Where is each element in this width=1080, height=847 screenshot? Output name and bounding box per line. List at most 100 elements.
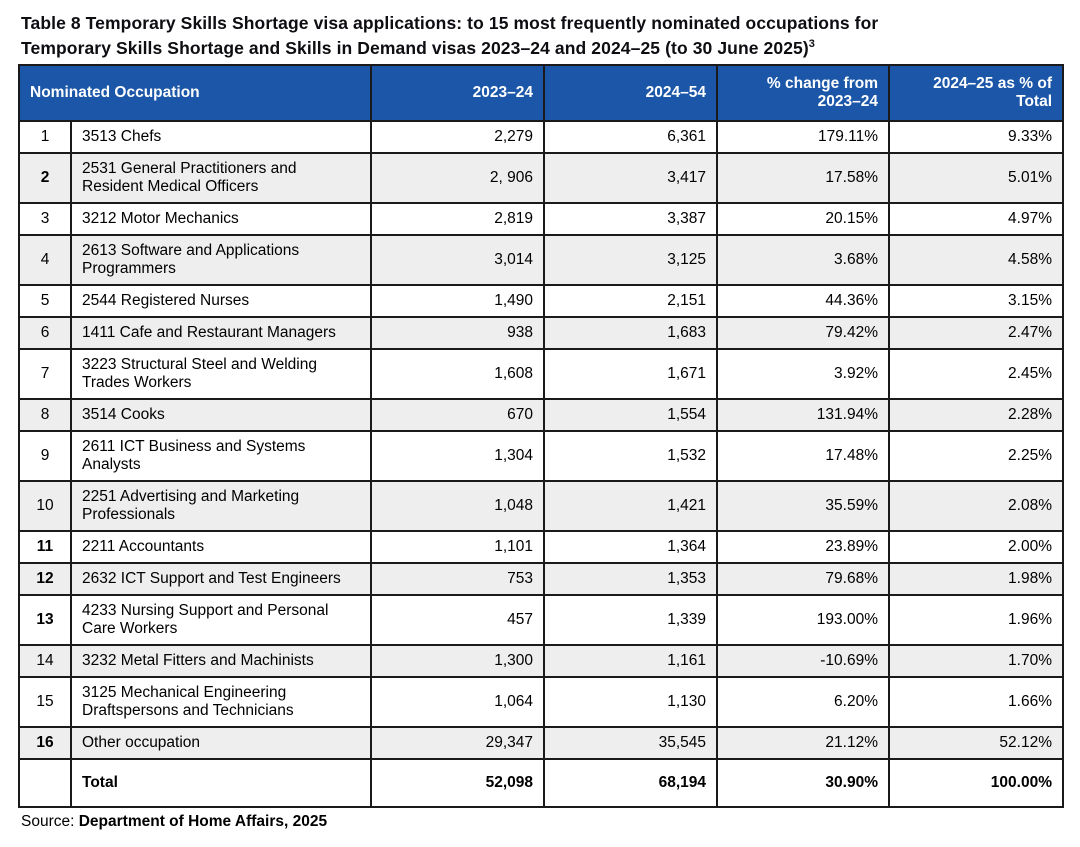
table-title-line1: Table 8 Temporary Skills Shortage visa a… (21, 13, 879, 33)
applications-2024-25: 1,161 (543, 644, 718, 678)
table-title-line2: Temporary Skills Shortage and Skills in … (21, 38, 809, 58)
applications-2023-24: 938 (370, 316, 545, 350)
pct-change: -10.69% (716, 644, 890, 678)
occupation-name: 2211 Accountants (70, 530, 372, 564)
pct-change: 44.36% (716, 284, 890, 318)
table-row: 14 3232 Metal Fitters and Machinists 1,3… (18, 644, 1064, 678)
pct-of-total: 9.33% (888, 120, 1064, 154)
applications-2023-24: 2, 906 (370, 152, 545, 204)
applications-2024-25: 2,151 (543, 284, 718, 318)
total-row: Total 52,098 68,194 30.90% 100.00% (18, 758, 1064, 808)
table-row: 5 2544 Registered Nurses 1,490 2,151 44.… (18, 284, 1064, 318)
pct-of-total: 2.28% (888, 398, 1064, 432)
row-number: 16 (18, 726, 72, 760)
applications-2024-25: 1,421 (543, 480, 718, 532)
row-number: 9 (18, 430, 72, 482)
applications-2024-25: 1,364 (543, 530, 718, 564)
occupation-name: Other occupation (70, 726, 372, 760)
row-number: 3 (18, 202, 72, 236)
applications-2023-24: 2,279 (370, 120, 545, 154)
applications-2024-25: 1,130 (543, 676, 718, 728)
row-number: 12 (18, 562, 72, 596)
table-row: 1 3513 Chefs 2,279 6,361 179.11% 9.33% (18, 120, 1064, 154)
row-number: 14 (18, 644, 72, 678)
pct-of-total: 5.01% (888, 152, 1064, 204)
pct-of-total: 3.15% (888, 284, 1064, 318)
occupation-name: 3514 Cooks (70, 398, 372, 432)
applications-2023-24: 457 (370, 594, 545, 646)
pct-of-total: 52.12% (888, 726, 1064, 760)
table-row: 2 2531 General Practitioners and Residen… (18, 152, 1064, 204)
pct-of-total: 4.58% (888, 234, 1064, 286)
pct-of-total: 2.47% (888, 316, 1064, 350)
occupation-name: 3212 Motor Mechanics (70, 202, 372, 236)
occupation-name: 2613 Software and Applications Programme… (70, 234, 372, 286)
applications-2023-24: 1,304 (370, 430, 545, 482)
pct-change: 23.89% (716, 530, 890, 564)
occupation-name: 2251 Advertising and Marketing Professio… (70, 480, 372, 532)
total-2023-24: 52,098 (370, 758, 545, 808)
applications-2023-24: 29,347 (370, 726, 545, 760)
pct-change: 35.59% (716, 480, 890, 532)
total-pct-of-total: 100.00% (888, 758, 1064, 808)
pct-change: 179.11% (716, 120, 890, 154)
visa-applications-table: Nominated Occupation 2023–24 2024–54 % c… (18, 64, 1064, 808)
applications-2023-24: 753 (370, 562, 545, 596)
table-row: 3 3212 Motor Mechanics 2,819 3,387 20.15… (18, 202, 1064, 236)
row-number: 4 (18, 234, 72, 286)
occupation-name: 3232 Metal Fitters and Machinists (70, 644, 372, 678)
applications-2024-25: 1,683 (543, 316, 718, 350)
applications-2023-24: 2,819 (370, 202, 545, 236)
pct-of-total: 1.98% (888, 562, 1064, 596)
applications-2024-25: 3,387 (543, 202, 718, 236)
header-pct-of-total: 2024–25 as % of Total (888, 64, 1064, 122)
pct-change: 193.00% (716, 594, 890, 646)
table-row: 12 2632 ICT Support and Test Engineers 7… (18, 562, 1064, 596)
table-header-row: Nominated Occupation 2023–24 2024–54 % c… (18, 64, 1064, 122)
applications-2024-25: 1,353 (543, 562, 718, 596)
row-number: 10 (18, 480, 72, 532)
pct-change: 6.20% (716, 676, 890, 728)
occupation-name: 2611 ICT Business and Systems Analysts (70, 430, 372, 482)
table-title-footnote-marker: 3 (808, 38, 816, 51)
applications-2024-25: 3,125 (543, 234, 718, 286)
row-number: 5 (18, 284, 72, 318)
row-number: 15 (18, 676, 72, 728)
pct-of-total: 1.66% (888, 676, 1064, 728)
occupation-name: 2544 Registered Nurses (70, 284, 372, 318)
table-row: 11 2211 Accountants 1,101 1,364 23.89% 2… (18, 530, 1064, 564)
table-title: Table 8 Temporary Skills Shortage visa a… (0, 0, 1080, 61)
pct-change: 17.48% (716, 430, 890, 482)
applications-2024-25: 1,339 (543, 594, 718, 646)
pct-of-total: 2.00% (888, 530, 1064, 564)
applications-2023-24: 670 (370, 398, 545, 432)
row-number: 13 (18, 594, 72, 646)
row-number-empty (18, 758, 72, 808)
pct-change: 21.12% (716, 726, 890, 760)
applications-2024-25: 35,545 (543, 726, 718, 760)
pct-of-total: 2.25% (888, 430, 1064, 482)
row-number: 7 (18, 348, 72, 400)
pct-change: 3.68% (716, 234, 890, 286)
applications-2023-24: 1,490 (370, 284, 545, 318)
table-row: 15 3125 Mechanical Engineering Draftsper… (18, 676, 1064, 728)
header-2023-24: 2023–24 (370, 64, 545, 122)
row-number: 1 (18, 120, 72, 154)
applications-2023-24: 1,101 (370, 530, 545, 564)
pct-change: 79.42% (716, 316, 890, 350)
pct-change: 17.58% (716, 152, 890, 204)
pct-change: 79.68% (716, 562, 890, 596)
pct-change: 131.94% (716, 398, 890, 432)
occupation-name: 3223 Structural Steel and Welding Trades… (70, 348, 372, 400)
row-number: 11 (18, 530, 72, 564)
pct-change: 20.15% (716, 202, 890, 236)
table-row: 9 2611 ICT Business and Systems Analysts… (18, 430, 1064, 482)
source-line: Source: Department of Home Affairs, 2025 (21, 812, 1080, 832)
applications-2024-25: 1,671 (543, 348, 718, 400)
occupation-name: 2531 General Practitioners and Resident … (70, 152, 372, 204)
pct-of-total: 2.08% (888, 480, 1064, 532)
row-number: 6 (18, 316, 72, 350)
table-row: 7 3223 Structural Steel and Welding Trad… (18, 348, 1064, 400)
total-2024-25: 68,194 (543, 758, 718, 808)
